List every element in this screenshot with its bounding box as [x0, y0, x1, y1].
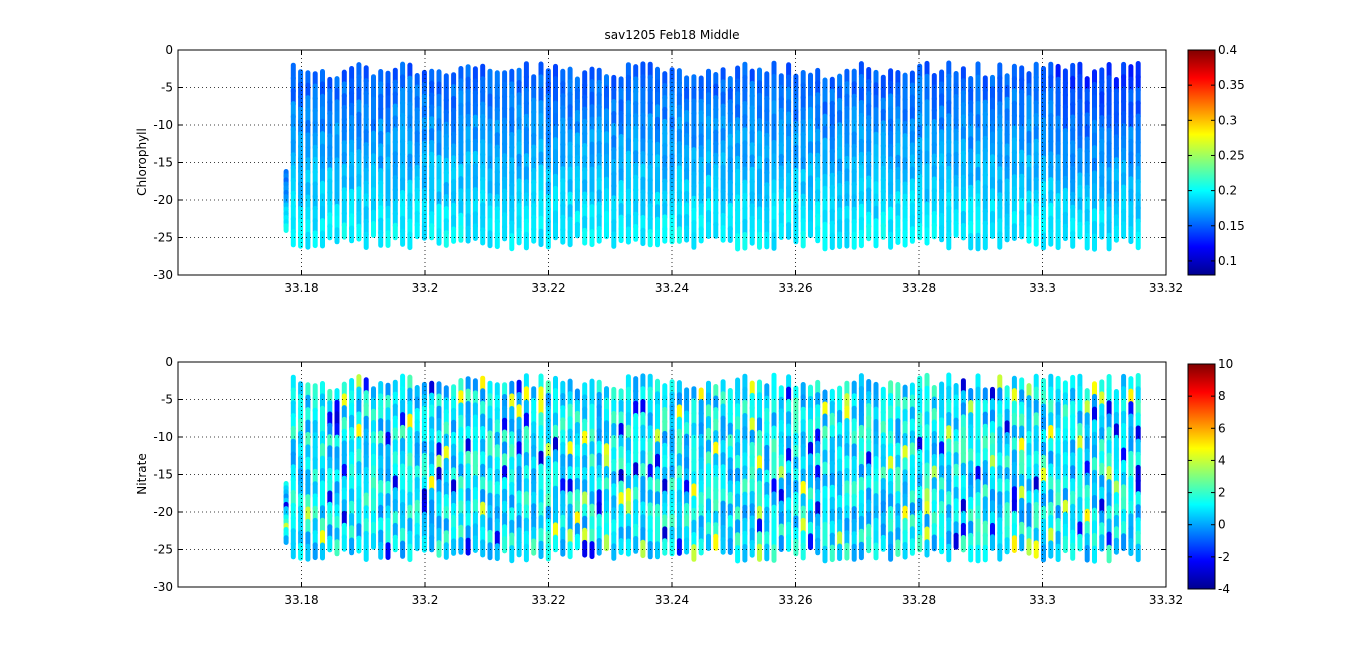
colorbar-tick-label: 6: [1218, 421, 1226, 435]
x-tick-label: 33.32: [1149, 593, 1183, 607]
nitrate-colorbar-ticks: -4 -2 0 2 4 6 8 10: [1188, 357, 1233, 596]
figure-title: sav1205 Feb18 Middle: [604, 28, 739, 42]
y-tick-label: -20: [153, 505, 173, 519]
y-tick-label: -20: [153, 193, 173, 207]
colorbar-tick-label: 0: [1218, 518, 1226, 532]
y-tick-label: 0: [165, 43, 173, 57]
chlorophyll-panel: 33.18 33.2 33.22 33.24 33.26 33.28 33.3 33.32 0 -…: [135, 43, 1245, 295]
y-tick-label: -15: [153, 156, 173, 170]
nitrate-profiles: [283, 372, 1141, 564]
y-tick-label: 0: [165, 355, 173, 369]
y-tick-label: -5: [161, 393, 173, 407]
nitrate-colorbar: -4 -2 0 2 4 6 8 10: [1187, 357, 1233, 596]
nitrate-colorbar-bar: [1187, 363, 1216, 590]
chlorophyll-colorbar-bar: [1187, 49, 1216, 276]
colorbar-tick-label: 0.4: [1218, 43, 1237, 57]
nitrate-ylabel: Nitrate: [135, 453, 149, 494]
chlorophyll-ylabel: Chlorophyll: [135, 128, 149, 196]
x-tick-label: 33.22: [531, 593, 565, 607]
x-tick-label: 33.28: [902, 281, 936, 295]
x-tick-label: 33.22: [531, 281, 565, 295]
colorbar-tick-label: 0.35: [1218, 78, 1245, 92]
x-tick-label: 33.3: [1029, 281, 1056, 295]
colorbar-tick-label: 0.3: [1218, 113, 1237, 127]
x-tick-label: 33.24: [655, 593, 689, 607]
colorbar-tick-label: -4: [1218, 582, 1230, 596]
colorbar-tick-label: -2: [1218, 550, 1230, 564]
colorbar-tick-label: 0.15: [1218, 219, 1245, 233]
y-tick-label: -25: [153, 543, 173, 557]
colorbar-tick-label: 10: [1218, 357, 1233, 371]
colorbar-tick-label: 8: [1218, 389, 1226, 403]
y-tick-label: -15: [153, 468, 173, 482]
x-tick-label: 33.3: [1029, 593, 1056, 607]
x-tick-label: 33.2: [412, 281, 439, 295]
colorbar-tick-label: 0.1: [1218, 254, 1237, 268]
nitrate-grid: [178, 362, 1166, 587]
y-tick-label: -30: [153, 268, 173, 282]
x-tick-label: 33.28: [902, 593, 936, 607]
colorbar-tick-label: 4: [1218, 453, 1226, 467]
chlorophyll-grid: [178, 50, 1166, 275]
chlorophyll-ticks: 33.18 33.2 33.22 33.24 33.26 33.28 33.3 33.32 0 -…: [153, 43, 1183, 295]
nitrate-ticks: 33.18 33.2 33.22 33.24 33.26 33.28 33.3 33.32 0 -…: [153, 355, 1183, 607]
colorbar-tick-label: 0.25: [1218, 148, 1245, 162]
chlorophyll-colorbar-ticks: 0.1 0.15 0.2 0.25 0.3 0.35 0.4: [1188, 43, 1245, 268]
y-tick-label: -10: [153, 118, 173, 132]
y-tick-label: -30: [153, 580, 173, 594]
x-tick-label: 33.2: [412, 593, 439, 607]
chlorophyll-colorbar: 0.1 0.15 0.2 0.25 0.3 0.35 0.4: [1187, 43, 1245, 276]
x-tick-label: 33.24: [655, 281, 689, 295]
y-tick-label: -10: [153, 430, 173, 444]
nitrate-panel: 33.18 33.2 33.22 33.24 33.26 33.28 33.3 33.320-…: [135, 355, 1233, 607]
x-tick-label: 33.26: [778, 281, 812, 295]
x-tick-label: 33.26: [778, 593, 812, 607]
chlorophyll-profiles: [283, 60, 1141, 252]
x-tick-label: 33.18: [284, 281, 318, 295]
y-tick-label: -25: [153, 231, 173, 245]
x-tick-label: 33.18: [284, 593, 318, 607]
x-tick-label: 33.32: [1149, 281, 1183, 295]
y-tick-label: -5: [161, 81, 173, 95]
colorbar-tick-label: 0.2: [1218, 184, 1237, 198]
colorbar-tick-label: 2: [1218, 486, 1226, 500]
